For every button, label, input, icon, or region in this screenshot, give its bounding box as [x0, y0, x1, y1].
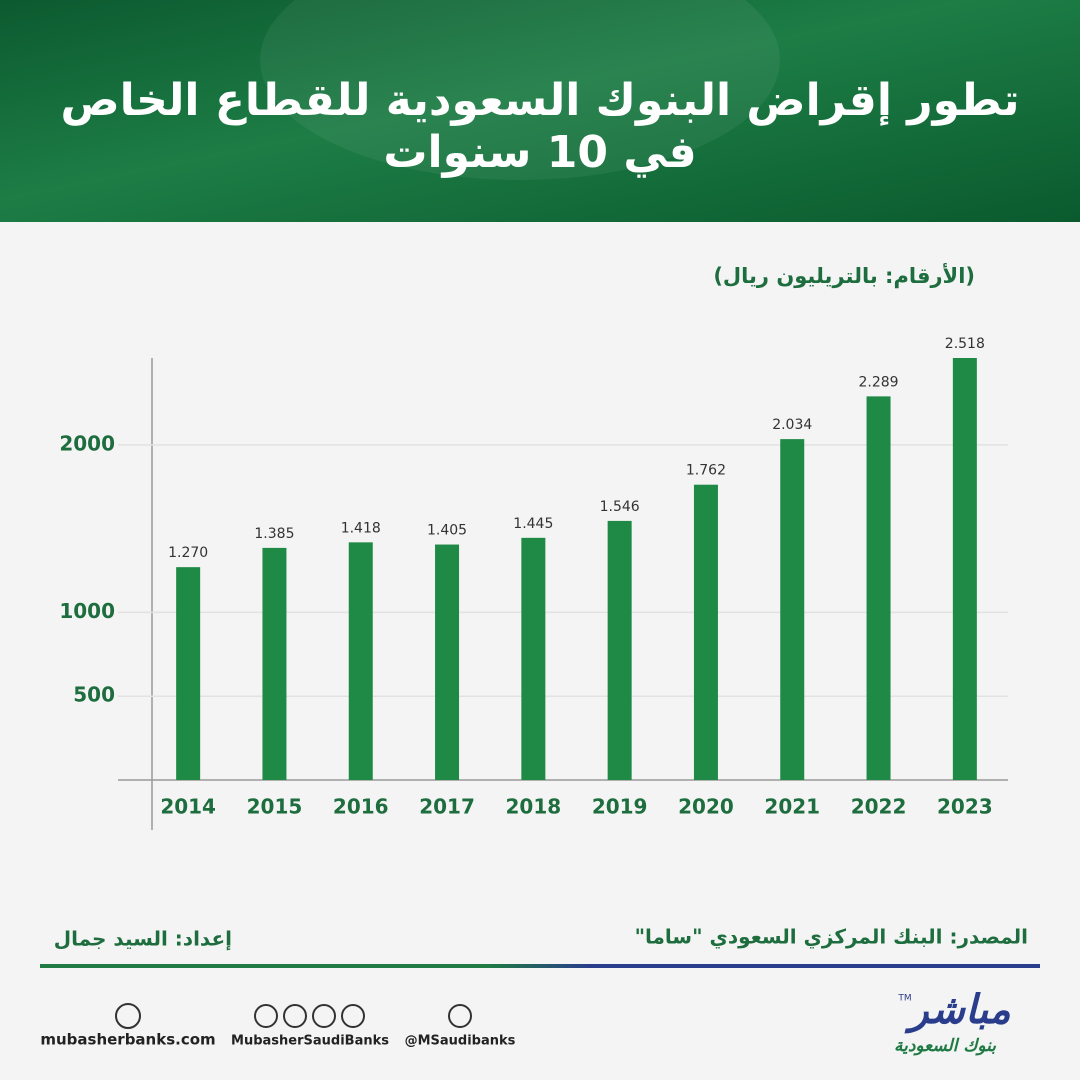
x-tick-label: 2019: [592, 795, 648, 819]
trademark: TM: [897, 994, 911, 1004]
source: المصدر: البنك المركزي السعودي "ساما": [635, 925, 1028, 950]
x-tick-label: 2014: [160, 795, 216, 819]
bar: [693, 484, 718, 780]
value-label: 2.034: [772, 417, 812, 433]
x-tick-label: 2015: [247, 795, 303, 819]
y-tick-label: 500: [73, 683, 115, 707]
header-texture: [260, 0, 780, 180]
bar: [780, 439, 805, 780]
web-icon: [115, 1003, 141, 1029]
x-tick-label: 2022: [851, 795, 907, 819]
value-label: 1.405: [427, 523, 467, 539]
facebook-icon[interactable]: [254, 1004, 278, 1028]
x-tick-label: 2021: [764, 795, 820, 819]
bar: [521, 537, 546, 780]
value-label: 1.445: [513, 516, 553, 532]
value-label: 1.418: [341, 520, 381, 536]
x-tick-label: 2023: [937, 795, 993, 819]
header-band: [0, 0, 1080, 222]
bar: [348, 542, 373, 780]
value-label: 1.546: [600, 499, 640, 515]
x-handle[interactable]: @MSaudibanks: [405, 1034, 516, 1049]
divider: [40, 964, 1040, 968]
bar: [607, 520, 632, 780]
y-tick-label: 2000: [59, 431, 115, 455]
unit-note: (الأرقام: بالتريليون ريال): [713, 262, 975, 288]
value-label: 2.518: [945, 336, 985, 352]
value-label: 2.289: [859, 374, 899, 390]
x-icon[interactable]: [448, 1004, 472, 1028]
x-tick-label: 2016: [333, 795, 389, 819]
value-label: 1.270: [168, 545, 208, 561]
threads-icon[interactable]: [341, 1004, 365, 1028]
logo: مباشر: [904, 987, 1011, 1034]
logo-tagline: بنوك السعودية: [894, 1036, 996, 1056]
title-line: في 10 سنوات: [383, 127, 696, 178]
linkedin-icon[interactable]: [312, 1004, 336, 1028]
y-tick-label: 1000: [59, 599, 115, 623]
bar: [952, 358, 977, 780]
website[interactable]: mubasherbanks.com: [40, 1031, 215, 1049]
instagram-icon[interactable]: [283, 1004, 307, 1028]
x-tick-label: 2018: [506, 795, 562, 819]
title-line: تطور إقراض البنوك السعودية للقطاع الخاص: [60, 75, 1019, 126]
x-tick-label: 2017: [419, 795, 475, 819]
bar: [262, 547, 287, 780]
bar: [435, 544, 460, 780]
social-handle[interactable]: MubasherSaudiBanks: [231, 1034, 389, 1049]
bar: [176, 567, 201, 780]
author: إعداد: السيد جمال: [54, 927, 232, 951]
x-tick-label: 2020: [678, 795, 734, 819]
value-label: 1.385: [254, 526, 294, 542]
bar: [866, 396, 891, 780]
value-label: 1.762: [686, 463, 726, 479]
